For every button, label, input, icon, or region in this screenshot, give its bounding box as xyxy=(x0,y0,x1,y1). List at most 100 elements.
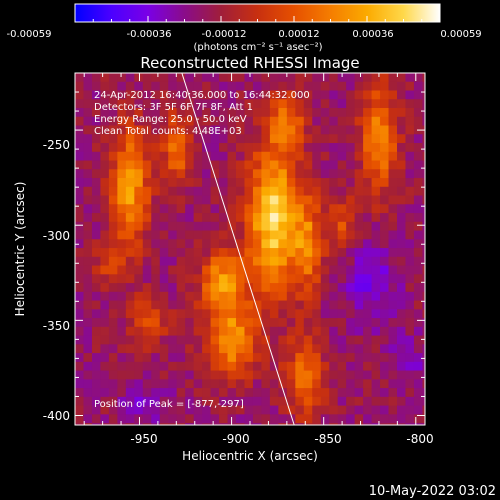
heatmap-cell xyxy=(278,388,288,398)
heatmap-cell xyxy=(91,248,102,258)
heatmap-cell xyxy=(236,108,246,118)
heatmap-cell xyxy=(168,213,178,223)
heatmap-cell xyxy=(210,414,220,424)
heatmap-cell xyxy=(142,178,152,188)
heatmap-cell xyxy=(75,108,85,118)
heatmap-cell xyxy=(303,186,313,197)
heatmap-cell xyxy=(295,81,305,92)
heatmap-cell xyxy=(320,300,330,310)
heatmap-cell xyxy=(269,178,279,188)
heatmap-cell xyxy=(413,248,424,258)
heatmap-cell xyxy=(422,361,425,372)
heatmap-cell xyxy=(388,195,398,205)
heatmap-cell xyxy=(329,318,339,328)
heatmap-cell xyxy=(363,125,373,135)
heatmap-cell xyxy=(227,300,237,310)
heatmap-cell xyxy=(193,125,203,135)
heatmap-cell xyxy=(371,405,381,415)
heatmap-cell xyxy=(329,396,339,407)
heatmap-cell xyxy=(337,239,347,249)
heatmap-cell xyxy=(278,221,288,232)
heatmap-cell xyxy=(269,353,279,363)
heatmap-cell xyxy=(134,213,144,223)
heatmap-cell xyxy=(151,256,161,267)
heatmap-cell xyxy=(227,186,237,197)
heatmap-cell xyxy=(193,134,203,144)
heatmap-cell xyxy=(337,379,347,389)
heatmap-cell xyxy=(151,221,161,232)
heatmap-cell xyxy=(380,379,390,389)
heatmap-cell xyxy=(354,151,364,162)
heatmap-cell xyxy=(83,414,93,424)
heatmap-cell xyxy=(151,335,161,345)
heatmap-cell xyxy=(244,230,254,240)
heatmap-cell xyxy=(363,204,373,214)
heatmap-cell xyxy=(202,151,212,162)
heatmap-cell xyxy=(176,73,186,83)
heatmap-cell xyxy=(252,221,263,232)
heatmap-cell xyxy=(210,204,220,214)
heatmap-cell xyxy=(337,169,347,179)
heatmap-cell xyxy=(176,291,186,302)
heatmap-cell xyxy=(176,125,186,135)
heatmap-cell xyxy=(75,388,85,398)
heatmap-cell xyxy=(320,370,330,380)
heatmap-cell xyxy=(100,335,110,345)
heatmap-cell xyxy=(159,344,169,354)
heatmap-cell xyxy=(75,90,85,100)
heatmap-cell xyxy=(125,379,135,389)
heatmap-cell xyxy=(236,318,246,328)
heatmap-cell xyxy=(210,388,220,398)
heatmap-cell xyxy=(193,213,203,223)
heatmap-cell xyxy=(227,239,237,249)
heatmap-cell xyxy=(236,414,246,424)
heatmap-cell xyxy=(168,326,178,337)
heatmap-cell xyxy=(397,335,407,345)
heatmap-cell xyxy=(405,423,415,425)
heatmap-cell xyxy=(134,423,144,425)
heatmap-cell xyxy=(236,116,246,127)
heatmap-cell xyxy=(159,221,169,232)
heatmap-cell xyxy=(371,90,381,100)
heatmap-cell xyxy=(252,405,263,415)
heatmap-cell xyxy=(269,274,279,284)
heatmap-cell xyxy=(100,195,110,205)
heatmap-cell xyxy=(405,116,415,127)
heatmap-cell xyxy=(83,300,93,310)
heatmap-cell xyxy=(269,370,279,380)
heatmap-cell xyxy=(295,335,305,345)
heatmap-cell xyxy=(346,256,356,267)
heatmap-cell xyxy=(168,186,178,197)
heatmap-cell xyxy=(210,423,220,425)
heatmap-cell xyxy=(278,239,288,249)
heatmap-cell xyxy=(108,186,118,197)
heatmap-cell xyxy=(312,134,322,144)
heatmap-cell xyxy=(303,221,313,232)
heatmap-cell xyxy=(91,283,102,293)
heatmap-cell xyxy=(168,353,178,363)
heatmap-cell xyxy=(295,265,305,275)
heatmap-cell xyxy=(219,414,229,424)
heatmap-cell xyxy=(227,204,237,214)
heatmap-cell xyxy=(168,265,178,275)
heatmap-cell xyxy=(117,379,127,389)
heatmap-cell xyxy=(134,239,144,249)
heatmap-cell xyxy=(303,326,313,337)
heatmap-cell xyxy=(159,230,169,240)
heatmap-cell xyxy=(363,178,373,188)
heatmap-cell xyxy=(244,370,254,380)
heatmap-cell xyxy=(363,213,373,223)
heatmap-cell xyxy=(202,134,212,144)
heatmap-cell xyxy=(236,423,246,425)
heatmap-cell xyxy=(134,405,144,415)
heatmap-cell xyxy=(134,283,144,293)
heatmap-cell xyxy=(117,396,127,407)
heatmap-cell xyxy=(269,204,279,214)
heatmap-cell xyxy=(278,160,288,170)
heatmap-cell xyxy=(168,248,178,258)
heatmap-cell xyxy=(278,116,288,127)
heatmap-cell xyxy=(185,178,195,188)
heatmap-cell xyxy=(227,309,237,319)
heatmap-cell xyxy=(108,405,118,415)
heatmap-cell xyxy=(100,134,110,144)
